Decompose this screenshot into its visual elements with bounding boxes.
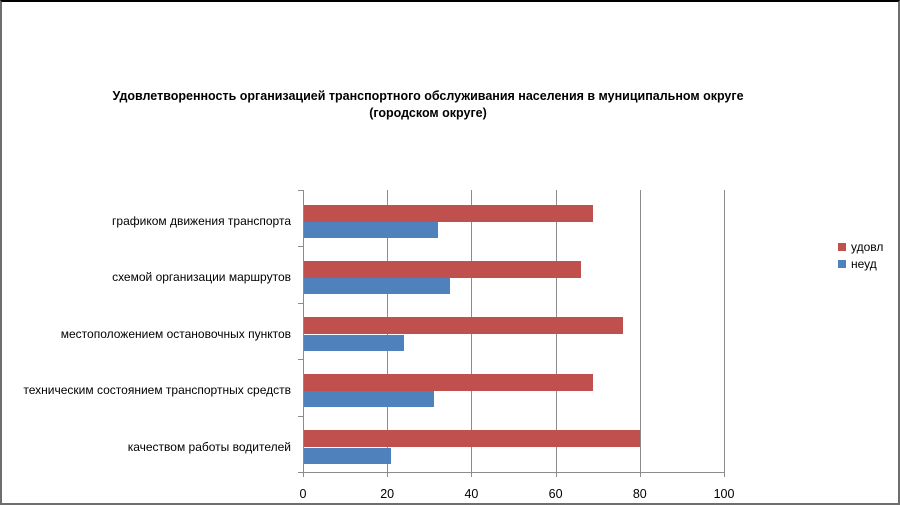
y-axis-tick: [298, 472, 303, 473]
category-label-2: схемой организации маршрутов: [112, 270, 291, 285]
chart-title-line-1: Удовлетворенность организацией транспорт…: [112, 89, 744, 103]
x-axis-tick: [387, 472, 389, 477]
bar-series2-cat4: [303, 391, 434, 408]
x-axis-line: [301, 472, 725, 473]
legend-entry-1: удовл: [838, 238, 883, 255]
bar-series1-cat1: [303, 204, 594, 222]
category-label-3: местоположением остановочных пунктов: [60, 326, 291, 341]
x-axis-label-20: 20: [380, 487, 395, 501]
category-label-1: графиком движения транспорта: [112, 214, 291, 228]
x-axis-label-40: 40: [464, 487, 479, 501]
legend: удовл неуд: [838, 238, 883, 272]
bar-series1-cat2: [303, 260, 581, 278]
legend-swatch-icon: [838, 259, 846, 268]
y-axis-tick: [298, 302, 303, 304]
y-axis-line: [303, 190, 304, 473]
legend-swatch-icon: [838, 242, 846, 251]
bar-series1-cat4: [303, 373, 594, 391]
bar-series2-cat2: [303, 278, 451, 295]
x-axis-label-60: 60: [548, 487, 563, 501]
legend-label-2: неуд: [851, 256, 877, 271]
bar-series1-cat5: [303, 430, 640, 448]
plot-area: [303, 190, 725, 472]
x-axis-label-0: 0: [299, 487, 307, 501]
x-axis-tick: [555, 472, 557, 477]
y-axis-tick: [298, 246, 303, 248]
y-axis-tick: [298, 190, 303, 191]
legend-label-1: удовл: [851, 239, 884, 254]
x-axis-tick: [303, 472, 304, 477]
y-axis-tick: [298, 359, 303, 361]
category-label-5: качеством работы водителей: [127, 439, 291, 454]
category-label-4: техническим состоянием транспортных сред…: [23, 383, 291, 398]
bar-series2-cat1: [303, 222, 438, 238]
y-axis-tick: [298, 415, 303, 417]
gridline-x-80: [639, 190, 641, 472]
x-axis-label-100: 100: [713, 487, 735, 501]
x-axis-tick: [724, 472, 725, 477]
bar-series2-cat3: [303, 334, 405, 351]
chart-title-line-2: (городском округе): [369, 106, 487, 120]
legend-entry-2: неуд: [838, 255, 883, 272]
bar-series1-cat3: [303, 317, 623, 335]
x-axis-tick: [471, 472, 473, 477]
x-axis-label-80: 80: [632, 487, 647, 501]
x-axis-tick: [639, 472, 641, 477]
bar-series2-cat5: [303, 447, 392, 464]
gridline-x-100: [724, 190, 725, 472]
chart-title: Удовлетворенность организацией транспорт…: [42, 88, 814, 122]
